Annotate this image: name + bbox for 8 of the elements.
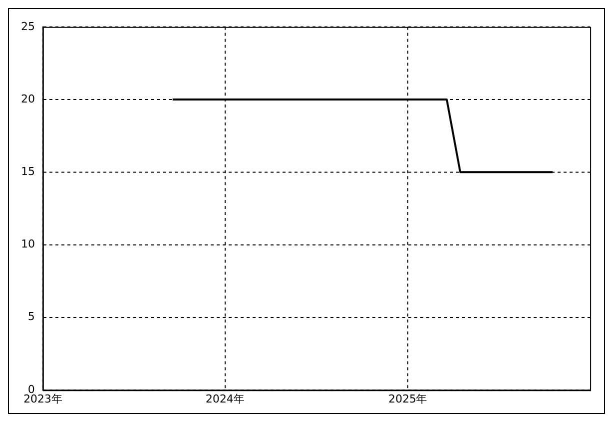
y-tick-label: 20 (20, 92, 35, 106)
y-tick-label: 10 (20, 238, 35, 251)
y-tick-label: 25 (20, 20, 35, 33)
y-tick-label: 15 (20, 164, 35, 178)
x-tick-label: 2023年 (23, 392, 62, 406)
y-tick-label: 5 (28, 310, 35, 324)
x-tick-label: 2024年 (206, 392, 245, 406)
x-tick-label: 2025年 (388, 392, 428, 406)
